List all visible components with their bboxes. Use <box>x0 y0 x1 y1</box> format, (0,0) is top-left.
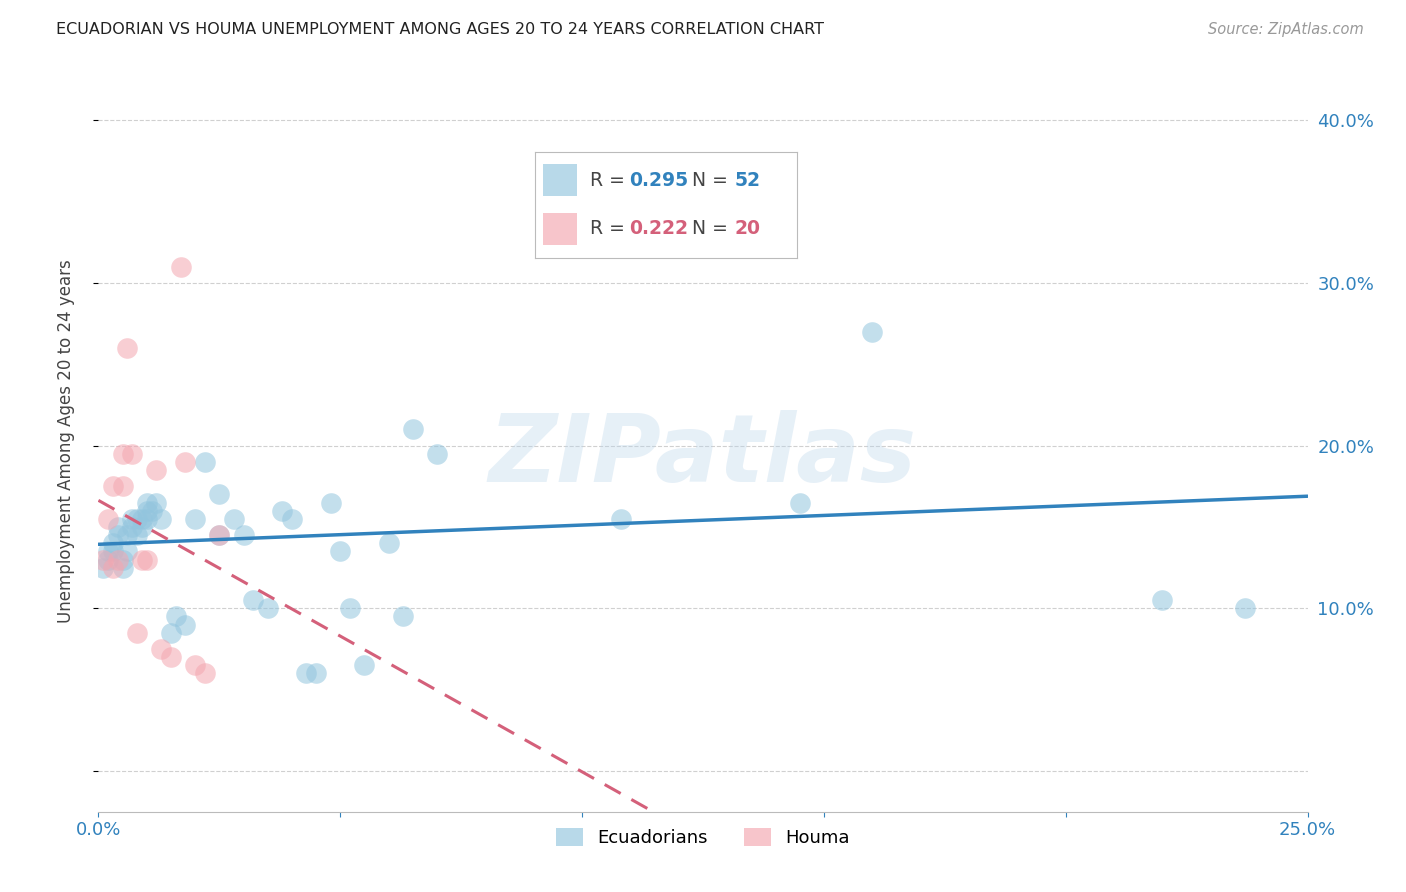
Point <box>111 447 134 461</box>
Point <box>150 642 173 657</box>
Text: N =: N = <box>692 171 734 191</box>
Point <box>97 552 120 566</box>
Bar <box>543 213 578 245</box>
Point <box>121 520 143 534</box>
Point <box>111 560 134 574</box>
Point <box>339 601 361 615</box>
Point <box>135 495 157 509</box>
Point <box>121 447 143 461</box>
Point <box>353 658 375 673</box>
Point <box>169 260 191 274</box>
Point <box>91 560 114 574</box>
Point <box>377 536 399 550</box>
Bar <box>543 164 578 196</box>
Point <box>271 504 294 518</box>
Text: Source: ZipAtlas.com: Source: ZipAtlas.com <box>1208 22 1364 37</box>
Text: R =: R = <box>591 171 631 191</box>
Point <box>295 666 318 681</box>
Legend: Ecuadorians, Houma: Ecuadorians, Houma <box>548 821 858 855</box>
Point <box>127 528 149 542</box>
Point <box>107 552 129 566</box>
Point <box>131 512 153 526</box>
Point <box>194 666 217 681</box>
Point <box>571 194 593 209</box>
Point <box>242 593 264 607</box>
Point <box>117 528 139 542</box>
Point <box>208 528 231 542</box>
Point <box>141 504 163 518</box>
Point <box>174 617 197 632</box>
Point <box>281 512 304 526</box>
Point <box>222 512 245 526</box>
Point <box>160 625 183 640</box>
Point <box>145 463 167 477</box>
Point <box>135 552 157 566</box>
Point <box>131 552 153 566</box>
Point <box>402 422 425 436</box>
Text: 52: 52 <box>734 171 761 191</box>
Point <box>97 512 120 526</box>
Point <box>789 495 811 509</box>
Point <box>610 512 633 526</box>
Text: 0.295: 0.295 <box>630 171 689 191</box>
Point <box>329 544 352 558</box>
Point <box>860 325 883 339</box>
Text: 0.222: 0.222 <box>630 219 689 238</box>
Point <box>165 609 187 624</box>
Text: R =: R = <box>591 219 631 238</box>
Point <box>256 601 278 615</box>
Point <box>121 512 143 526</box>
Point <box>127 625 149 640</box>
Point <box>111 552 134 566</box>
Point <box>117 544 139 558</box>
Text: ECUADORIAN VS HOUMA UNEMPLOYMENT AMONG AGES 20 TO 24 YEARS CORRELATION CHART: ECUADORIAN VS HOUMA UNEMPLOYMENT AMONG A… <box>56 22 824 37</box>
Point <box>101 536 124 550</box>
Point <box>101 479 124 493</box>
Point <box>392 609 415 624</box>
Point <box>174 455 197 469</box>
Point <box>135 512 157 526</box>
Point <box>305 666 328 681</box>
Y-axis label: Unemployment Among Ages 20 to 24 years: Unemployment Among Ages 20 to 24 years <box>56 260 75 624</box>
Point <box>208 528 231 542</box>
Point <box>117 341 139 355</box>
Point <box>91 552 114 566</box>
Point <box>1152 593 1174 607</box>
Point <box>184 512 207 526</box>
Point <box>101 560 124 574</box>
Point <box>135 504 157 518</box>
Point <box>160 650 183 665</box>
Point <box>150 512 173 526</box>
Point <box>208 487 231 501</box>
Point <box>319 495 342 509</box>
Point <box>232 528 254 542</box>
Point <box>145 495 167 509</box>
Text: N =: N = <box>692 219 734 238</box>
Point <box>107 520 129 534</box>
Point <box>1233 601 1256 615</box>
Point <box>97 544 120 558</box>
Point <box>194 455 217 469</box>
Point <box>184 658 207 673</box>
Point <box>101 544 124 558</box>
Text: 20: 20 <box>734 219 761 238</box>
Point <box>131 520 153 534</box>
Text: ZIPatlas: ZIPatlas <box>489 410 917 502</box>
Point <box>426 447 449 461</box>
Point <box>127 512 149 526</box>
Point <box>111 479 134 493</box>
Point <box>107 528 129 542</box>
